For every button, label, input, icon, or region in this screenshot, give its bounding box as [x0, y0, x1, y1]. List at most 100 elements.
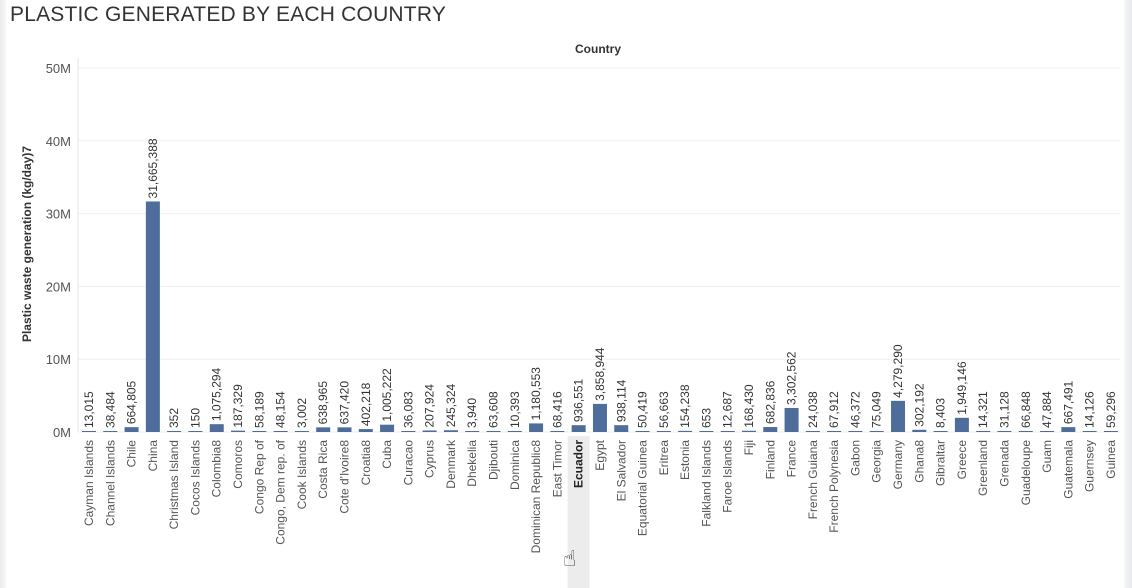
bar-chile[interactable]: [124, 427, 139, 432]
bar-france[interactable]: [784, 407, 799, 432]
bar-dominica[interactable]: [507, 431, 522, 432]
bar-french-guiana[interactable]: [805, 431, 820, 432]
bar-denmark[interactable]: [443, 430, 458, 432]
bar-dhekelia[interactable]: [465, 431, 480, 432]
x-tick-label[interactable]: Cocos Islands: [188, 440, 202, 515]
x-tick-label[interactable]: Cook Islands: [295, 440, 309, 509]
x-tick-label[interactable]: Greece: [955, 440, 969, 480]
x-tick-label[interactable]: Finland: [763, 440, 777, 479]
bar-congo-rep-of[interactable]: [252, 431, 267, 432]
bar-cuba[interactable]: [380, 424, 395, 432]
x-tick-label[interactable]: Christmas Island: [167, 440, 181, 529]
x-tick-label[interactable]: Ecuador: [572, 440, 586, 488]
bar-cayman-islands[interactable]: [82, 431, 96, 432]
bar-guadeloupe[interactable]: [1018, 431, 1033, 432]
x-tick-label[interactable]: Ghana8: [912, 440, 926, 483]
bar-curacao[interactable]: [401, 431, 416, 432]
x-tick-label[interactable]: Croatia8: [359, 440, 373, 486]
bar-finland[interactable]: [763, 427, 778, 432]
bar-gabon[interactable]: [848, 431, 863, 432]
bar-croatia8[interactable]: [358, 429, 373, 432]
bar-djibouti[interactable]: [486, 431, 501, 432]
bar-colombia8[interactable]: [209, 424, 224, 432]
x-tick-label[interactable]: Greenland: [976, 440, 990, 496]
bar-ecuador[interactable]: [571, 425, 586, 432]
x-tick-label[interactable]: Chile: [125, 440, 139, 468]
bar-fiji[interactable]: [741, 430, 756, 432]
x-tick-label[interactable]: Dominica: [508, 440, 522, 490]
bar-el-salvador[interactable]: [614, 425, 629, 432]
bar-georgia[interactable]: [869, 431, 884, 432]
x-tick-label[interactable]: Grenada: [997, 440, 1011, 487]
x-tick-label[interactable]: Faroe Islands: [721, 440, 735, 513]
x-tick-label[interactable]: Colombia8: [210, 440, 224, 498]
x-tick-label[interactable]: French Guiana: [806, 440, 820, 520]
x-tick-label[interactable]: Djibouti: [487, 440, 501, 480]
bar-faroe-islands[interactable]: [720, 431, 735, 432]
x-tick-label[interactable]: French Polynesia: [827, 440, 841, 533]
bar-congo-dem-rep-of[interactable]: [273, 431, 288, 432]
x-tick-label[interactable]: Dominican Republic8: [529, 440, 543, 554]
bar-equatorial-guinea[interactable]: [635, 431, 650, 432]
x-tick-label[interactable]: Germany: [891, 440, 905, 489]
x-tick-label[interactable]: Channel Islands: [103, 440, 117, 526]
x-tick-label[interactable]: Guernsey: [1083, 440, 1097, 492]
value-labels: 13,015 38,484 664,805 31,665,388 352 150 1,075…: [82, 138, 1118, 428]
x-tick-label[interactable]: Dhekelia: [465, 440, 479, 487]
value-label: 36,083: [401, 391, 415, 428]
bar-grenada[interactable]: [997, 431, 1012, 432]
bar-falkland-islands[interactable]: [699, 431, 714, 432]
bar-dominican-republic8[interactable]: [529, 423, 544, 432]
bar-comoros[interactable]: [231, 430, 246, 432]
x-tick-label[interactable]: Congo Rep of: [252, 439, 266, 514]
x-tick-label[interactable]: Falkland Islands: [699, 440, 713, 527]
x-tick-label[interactable]: Equatorial Guinea: [636, 440, 650, 536]
bar-christmas-island[interactable]: [167, 431, 182, 432]
bar-channel-islands[interactable]: [103, 431, 118, 432]
bar-french-polynesia[interactable]: [827, 431, 842, 432]
x-tick-label[interactable]: Cyprus: [423, 440, 437, 478]
bar-eritrea[interactable]: [656, 431, 671, 432]
bar-cote-d-ivoire8[interactable]: [337, 427, 352, 432]
x-tick-label[interactable]: Congo, Dem rep. of: [274, 439, 288, 544]
x-tick-label[interactable]: China: [146, 440, 160, 472]
x-tick-label[interactable]: Comoros: [231, 440, 245, 489]
x-tick-label[interactable]: East Timor: [550, 440, 564, 497]
bar-costa-rica[interactable]: [316, 427, 331, 432]
bar-ghana8[interactable]: [912, 429, 927, 432]
bar-cocos-islands[interactable]: [188, 431, 203, 432]
x-tick-label[interactable]: El Salvador: [614, 440, 628, 501]
bar-east-timor[interactable]: [550, 431, 565, 432]
x-tick-label[interactable]: Egypt: [593, 439, 607, 470]
bar-cook-islands[interactable]: [294, 431, 309, 432]
x-tick-label[interactable]: Georgia: [870, 440, 884, 483]
bar-greece[interactable]: [954, 417, 969, 432]
bar-guernsey[interactable]: [1082, 431, 1097, 432]
bar-china[interactable]: [145, 201, 160, 432]
x-tick-label[interactable]: Gabon: [848, 440, 862, 476]
x-tick-label[interactable]: Guadeloupe: [1019, 440, 1033, 506]
x-tick-label[interactable]: Gibraltar: [934, 440, 948, 486]
x-tick-label[interactable]: Denmark: [444, 439, 458, 489]
bar-gibraltar[interactable]: [933, 431, 948, 432]
x-tick-label[interactable]: Costa Rica: [316, 440, 330, 499]
x-tick-label[interactable]: Guinea: [1104, 440, 1118, 479]
bar-egypt[interactable]: [592, 403, 607, 432]
bar-germany[interactable]: [891, 400, 906, 432]
x-tick-label[interactable]: Guam: [1040, 440, 1054, 473]
bar-guinea[interactable]: [1103, 431, 1118, 432]
x-tick-label[interactable]: Eritrea: [657, 440, 671, 476]
bar-cyprus[interactable]: [422, 430, 437, 432]
x-tick-label[interactable]: Fiji: [742, 440, 756, 455]
x-tick-label[interactable]: Cote d'Ivoire8: [337, 440, 351, 514]
x-tick-label[interactable]: Guatemala: [1061, 440, 1075, 499]
x-tick-label[interactable]: Cayman Islands: [82, 440, 96, 526]
bar-guatemala[interactable]: [1061, 427, 1076, 432]
x-tick-label[interactable]: Cuba: [380, 440, 394, 469]
x-tick-label[interactable]: Curacao: [401, 440, 415, 486]
bar-estonia[interactable]: [678, 430, 693, 432]
bar-guam[interactable]: [1040, 431, 1055, 432]
x-tick-label[interactable]: France: [785, 440, 799, 478]
x-tick-label[interactable]: Estonia: [678, 440, 692, 480]
bar-greenland[interactable]: [976, 431, 991, 432]
